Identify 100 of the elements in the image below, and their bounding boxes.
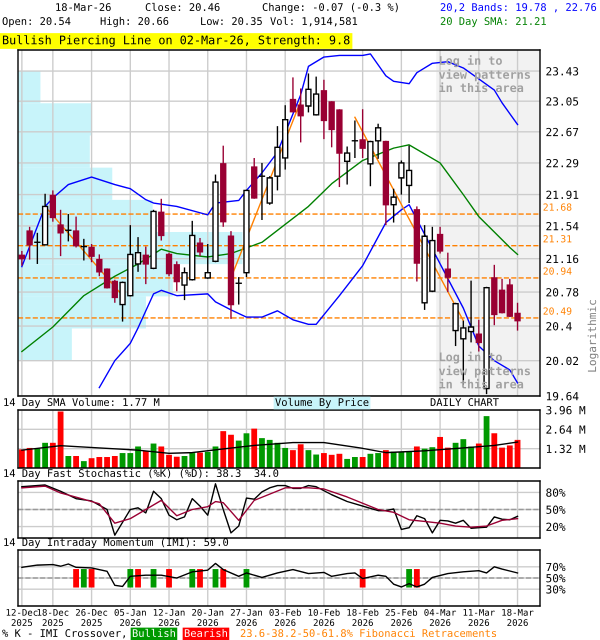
y-tick-label: 1.32 M bbox=[546, 444, 586, 454]
x-tick-label: 12-Jan 2026 bbox=[154, 608, 185, 626]
text: Vol: 1,914,581 bbox=[270, 16, 358, 26]
bar bbox=[328, 454, 335, 468]
line-series bbox=[21, 144, 518, 352]
y-tick-label: 2.64 M bbox=[546, 425, 586, 434]
line-series bbox=[21, 485, 518, 528]
bar bbox=[282, 448, 288, 468]
bar bbox=[150, 444, 156, 468]
y-tick-label: 21.91 bbox=[546, 190, 578, 200]
text: Change: -0.07 (-0.3 %) bbox=[262, 2, 398, 14]
bar bbox=[65, 456, 72, 468]
text: 20 Day SMA: 21.21 bbox=[440, 17, 546, 28]
candlestick bbox=[57, 209, 64, 257]
bar bbox=[506, 445, 513, 468]
bar bbox=[313, 454, 320, 468]
ref-line-label: 21.31 bbox=[544, 235, 572, 242]
y-tick-label: 20.4 bbox=[546, 322, 572, 330]
bar bbox=[274, 442, 280, 468]
candlestick bbox=[18, 250, 26, 266]
bar bbox=[189, 453, 196, 468]
bar bbox=[321, 453, 327, 468]
y-tick-label: 30% bbox=[546, 585, 566, 594]
text: Low: 20.35 bbox=[201, 17, 262, 26]
text: Open: 20.54 bbox=[2, 17, 70, 28]
text: Bearish bbox=[184, 628, 227, 638]
bar bbox=[204, 452, 211, 468]
candlestick bbox=[80, 238, 88, 262]
x-tick-label: 03-Feb 2026 bbox=[269, 608, 301, 626]
y-tick-label: 22.67 bbox=[546, 128, 578, 136]
y-axis-title: Logarithmic bbox=[588, 300, 598, 372]
y-tick-label: 20% bbox=[546, 522, 566, 532]
bar bbox=[182, 456, 188, 468]
y-tick-label: 80% bbox=[546, 488, 566, 497]
bar bbox=[437, 436, 443, 468]
chart-title: 14 Day Fast Stochastic (%K) (%D): 38.3 34.0 bbox=[4, 468, 278, 480]
bar bbox=[360, 457, 366, 468]
bar bbox=[73, 456, 79, 468]
bar bbox=[104, 457, 110, 468]
candlestick bbox=[444, 252, 452, 293]
bar bbox=[112, 456, 118, 468]
bar bbox=[127, 453, 134, 468]
y-tick-label: 3.96 M bbox=[546, 406, 586, 414]
y-tick-label: 50% bbox=[546, 506, 566, 514]
chart-title: 14 Day SMA Volume: 1.77 M bbox=[4, 398, 160, 408]
bar bbox=[422, 448, 428, 468]
candlestick bbox=[344, 146, 350, 186]
text: DAILY CHART bbox=[430, 398, 499, 406]
candlestick bbox=[72, 216, 80, 248]
candlestick bbox=[26, 226, 33, 260]
candlestick bbox=[359, 108, 366, 159]
bar bbox=[390, 452, 397, 468]
candlestick bbox=[65, 213, 72, 242]
y-tick-label: 70% bbox=[546, 562, 566, 572]
y-tick-label: 20.02 bbox=[546, 356, 578, 366]
candlestick bbox=[158, 198, 164, 242]
bar bbox=[166, 454, 172, 468]
y-tick-label: 19.64 bbox=[546, 392, 578, 400]
ref-line-label: 20.94 bbox=[544, 267, 572, 275]
bar bbox=[514, 440, 520, 468]
bar bbox=[484, 416, 490, 468]
bar bbox=[414, 446, 420, 468]
bar bbox=[352, 457, 358, 468]
y-tick-label: 21.54 bbox=[546, 222, 578, 230]
line-series bbox=[21, 441, 518, 454]
x-tick-label: 18-Feb 2026 bbox=[347, 608, 378, 626]
candlestick bbox=[88, 243, 95, 263]
bar bbox=[88, 458, 94, 468]
text: 18-Mar-26 bbox=[56, 3, 111, 12]
x-tick-label: 12-Dec 2025 bbox=[6, 608, 38, 626]
text: Volume By Price bbox=[275, 398, 368, 408]
x-tick-label: 10-Feb 2026 bbox=[308, 608, 340, 626]
x-tick-label: 20-Jan 2026 bbox=[192, 608, 224, 626]
bar bbox=[499, 448, 505, 468]
line-series bbox=[21, 562, 518, 588]
y-tick-label: 50% bbox=[546, 574, 566, 582]
text: Bullish Piercing Line on 02-Mar-26, Strength: 9.8 bbox=[2, 35, 350, 47]
text: 23.6-38.2-50-61.8% Fibonacci Retracements bbox=[240, 628, 496, 638]
candlestick bbox=[204, 243, 211, 280]
x-tick-label: 25-Feb 2026 bbox=[386, 608, 418, 626]
bar bbox=[96, 457, 102, 468]
bar bbox=[468, 446, 474, 468]
y-tick-label: 20.78 bbox=[546, 288, 578, 297]
text: High: 20.66 bbox=[100, 16, 168, 28]
y-tick-label: 21.16 bbox=[546, 254, 578, 264]
x-tick-label: 26-Dec 2025 bbox=[76, 608, 108, 626]
x-tick-label: 18-Mar 2026 bbox=[502, 608, 534, 626]
candlestick bbox=[142, 246, 149, 285]
bar bbox=[452, 442, 458, 468]
bar bbox=[135, 446, 141, 468]
x-tick-label: 27-Jan 2026 bbox=[230, 608, 262, 626]
bar bbox=[244, 433, 250, 468]
bar bbox=[228, 434, 234, 468]
candlestick bbox=[436, 226, 444, 254]
bar bbox=[306, 450, 312, 468]
ref-line-label: 21.68 bbox=[544, 203, 572, 211]
x-tick-label: 05-Jan 2026 bbox=[114, 608, 146, 626]
bar bbox=[251, 428, 258, 468]
candlestick bbox=[196, 237, 204, 257]
bar bbox=[197, 452, 203, 468]
